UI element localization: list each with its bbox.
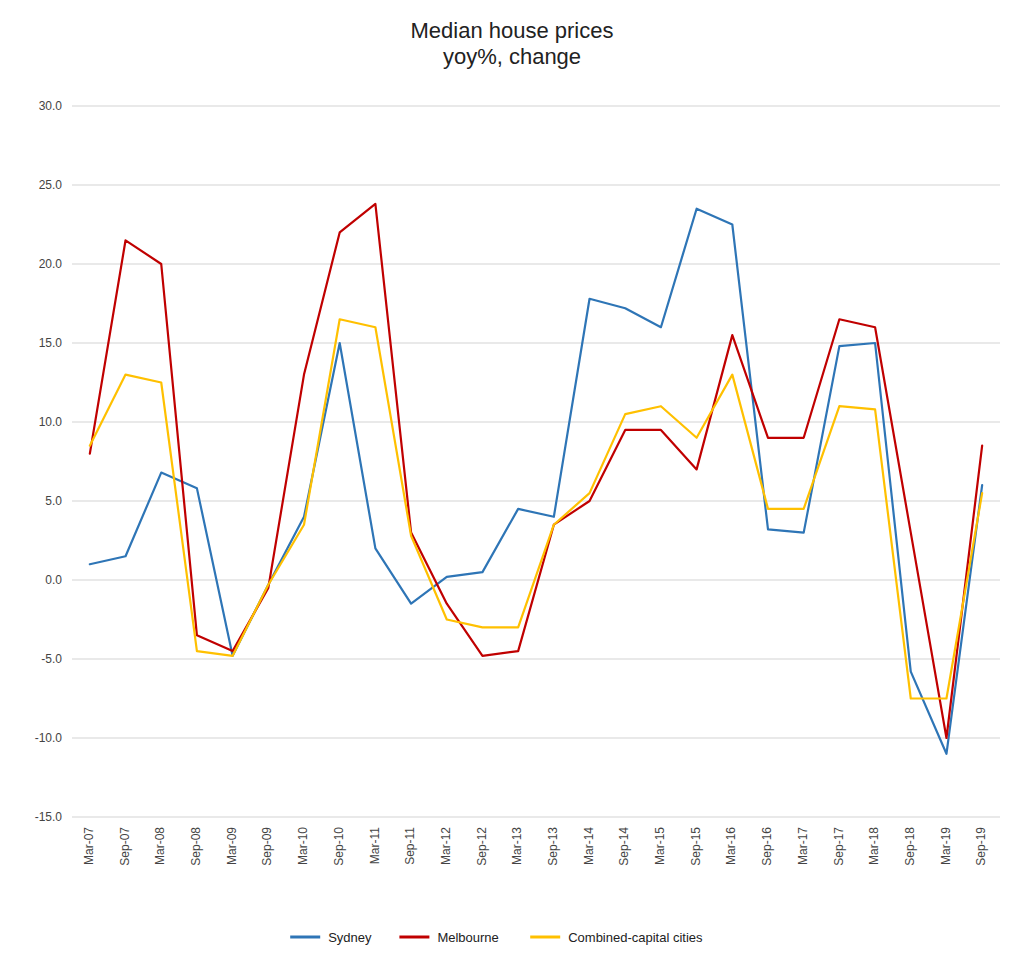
- grid-line: [72, 817, 1000, 818]
- x-tick-label: Mar-11: [368, 827, 382, 864]
- background: [0, 0, 1024, 977]
- grid-line: [72, 185, 1000, 186]
- grid-line: [72, 580, 1000, 581]
- x-tick-label: Mar-08: [153, 827, 167, 865]
- x-tick-label: Sep-13: [546, 827, 560, 866]
- series-line: [90, 204, 982, 738]
- y-tick-label: 30.0: [39, 99, 63, 113]
- x-tick-label: Sep-07: [118, 827, 132, 866]
- legend: Sydney Melbourne Combined-capital cities: [290, 930, 703, 945]
- x-tick-label: Mar-10: [296, 827, 310, 865]
- legend-swatch: [399, 936, 429, 939]
- legend-swatch: [530, 936, 560, 939]
- x-tick-label: Mar-19: [939, 827, 953, 865]
- x-tick-label: Sep-11: [403, 827, 417, 865]
- x-tick-label: Sep-18: [903, 827, 917, 866]
- legend-label: Combined-capital cities: [568, 930, 703, 945]
- y-tick-label: 10.0: [39, 415, 63, 429]
- chart-container: Median house pricesyoy%, change -15.0 -10.…: [0, 0, 1024, 977]
- lines: [90, 204, 982, 754]
- x-tick-label: Mar-13: [510, 827, 524, 865]
- x-tick-label: Mar-17: [796, 827, 810, 865]
- y-tick-label: -5.0: [41, 652, 62, 666]
- x-tick-label: Sep-14: [617, 827, 631, 866]
- x-tick-label: Sep-16: [760, 827, 774, 866]
- chart-svg: Median house pricesyoy%, change -15.0 -10.…: [0, 0, 1024, 977]
- title: Median house pricesyoy%, change: [410, 18, 613, 69]
- y-axis: -15.0 -10.0 -5.0 0.0 5.0 10.0 15.0 20.0 25.0 30.0: [35, 99, 63, 824]
- grid: [72, 106, 1000, 817]
- x-tick-label: Mar-14: [582, 827, 596, 865]
- y-tick-label: 5.0: [45, 494, 62, 508]
- x-tick-label: Sep-15: [689, 827, 703, 866]
- x-tick-label: Sep-17: [832, 827, 846, 866]
- grid-line: [72, 422, 1000, 423]
- x-axis: Mar-07 Sep-07 Mar-08 Sep-08 Mar-09 Sep-09 Mar-…: [82, 827, 988, 866]
- x-tick-label: Mar-07: [82, 827, 96, 865]
- legend-label: Melbourne: [437, 930, 498, 945]
- legend-swatch: [290, 936, 320, 939]
- legend-label: Sydney: [328, 930, 372, 945]
- grid-line: [72, 264, 1000, 265]
- x-tick-label: Sep-12: [475, 827, 489, 866]
- grid-line: [72, 738, 1000, 739]
- y-tick-label: 25.0: [39, 178, 63, 192]
- series-line: [90, 319, 982, 698]
- y-tick-label: -10.0: [35, 731, 63, 745]
- y-tick-label: 15.0: [39, 336, 63, 350]
- y-tick-label: 20.0: [39, 257, 63, 271]
- y-tick-label: -15.0: [35, 810, 63, 824]
- x-tick-label: Mar-15: [653, 827, 667, 865]
- x-tick-label: Mar-18: [867, 827, 881, 865]
- x-tick-label: Sep-19: [974, 827, 988, 866]
- x-tick-label: Sep-10: [332, 827, 346, 866]
- x-tick-label: Sep-08: [189, 827, 203, 866]
- x-tick-label: Mar-12: [439, 827, 453, 865]
- x-tick-label: Sep-09: [260, 827, 274, 866]
- series-line: [90, 209, 982, 754]
- grid-line: [72, 106, 1000, 107]
- grid-line: [72, 659, 1000, 660]
- x-tick-label: Mar-09: [225, 827, 239, 865]
- y-tick-label: 0.0: [45, 573, 62, 587]
- title-line: yoy%, change: [443, 44, 581, 69]
- title-line: Median house prices: [410, 18, 613, 43]
- grid-line: [72, 501, 1000, 502]
- x-tick-label: Mar-16: [724, 827, 738, 865]
